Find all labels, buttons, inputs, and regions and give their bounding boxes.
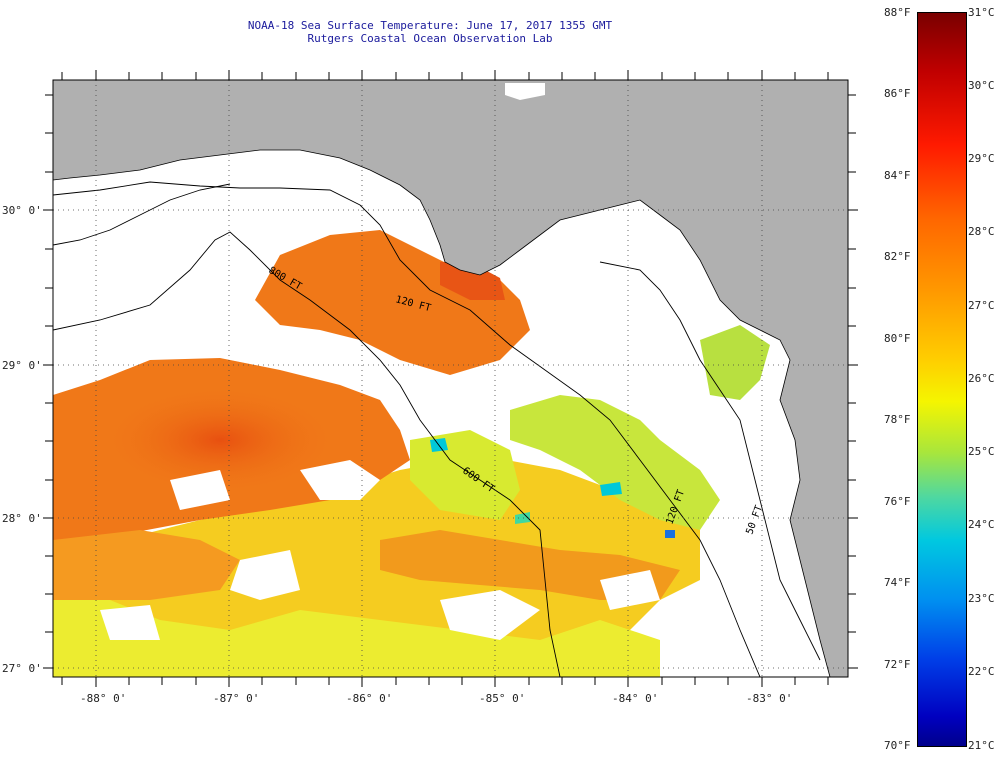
- colorbar-c-22: 22°C: [968, 665, 995, 678]
- cloud-patch-1: [300, 460, 380, 500]
- sst-cool-fleck-2: [600, 482, 622, 496]
- sst-green-region-3: [410, 430, 520, 520]
- sst-cool-fleck-4: [515, 512, 530, 524]
- sst-orange-region-north: [255, 230, 530, 375]
- colorbar-c-24: 24°C: [968, 518, 995, 531]
- sst-green-region-2: [700, 325, 770, 400]
- title-line-2: Rutgers Coastal Ocean Observation Lab: [307, 32, 553, 45]
- colorbar-c-21: 21°C: [968, 739, 995, 752]
- depth-contours: [53, 181, 821, 677]
- lat-label-30: 30° 0': [2, 204, 42, 217]
- lat-label-29: 29° 0': [2, 359, 42, 372]
- map-frame: [52, 79, 849, 678]
- cloud-patch-6: [170, 470, 230, 510]
- sst-yellow-region: [53, 455, 700, 677]
- sst-redorange-patch: [440, 262, 505, 300]
- lon-label-86: -86° 0': [346, 692, 393, 705]
- contour-600ft-west: [53, 231, 561, 677]
- contour-shelf-north: [53, 181, 761, 677]
- colorbar-c-29: 29°C: [968, 152, 995, 165]
- colorbar-f-80: 80°F: [884, 332, 911, 345]
- title-line-1: NOAA-18 Sea Surface Temperature: June 17…: [247, 19, 613, 32]
- land-gulf-coast: [53, 80, 848, 677]
- colorbar-c-25: 25°C: [968, 445, 995, 458]
- lon-label-85: -85° 0': [479, 692, 526, 705]
- colorbar-f-70: 70°F: [884, 739, 911, 752]
- axis-ticks: [43, 70, 858, 687]
- lat-label-27: 27° 0': [2, 662, 42, 675]
- lon-label-87: -87° 0': [213, 692, 260, 705]
- temperature-colorbar: [917, 12, 967, 747]
- colorbar-f-82: 82°F: [884, 250, 911, 263]
- sst-hotspot: [100, 385, 340, 495]
- contour-50ft: [599, 261, 821, 661]
- sst-cool-fleck-3: [665, 530, 675, 538]
- sst-lightyellow-region: [53, 600, 660, 677]
- colorbar-c-23: 23°C: [968, 592, 995, 605]
- colorbar-f-88: 88°F: [884, 6, 911, 19]
- cloud-patch-3: [100, 605, 160, 640]
- sst-orange-west-lower: [53, 530, 240, 600]
- colorbar-c-30: 30°C: [968, 79, 995, 92]
- cloud-patch-5: [600, 570, 660, 610]
- colorbar-c-26: 26°C: [968, 372, 995, 385]
- colorbar-f-74: 74°F: [884, 576, 911, 589]
- colorbar-f-84: 84°F: [884, 169, 911, 182]
- colorbar-f-86: 86°F: [884, 87, 911, 100]
- cloud-patch-4: [440, 590, 540, 640]
- colorbar-c-28: 28°C: [968, 225, 995, 238]
- colorbar-c-31: 31°C: [968, 6, 995, 19]
- land-notch: [505, 83, 545, 100]
- lon-label-83: -83° 0': [746, 692, 793, 705]
- colorbar-f-72: 72°F: [884, 658, 911, 671]
- contour-deep-west: [53, 183, 231, 246]
- lon-label-84: -84° 0': [612, 692, 659, 705]
- colorbar-f-78: 78°F: [884, 413, 911, 426]
- colorbar-f-76: 76°F: [884, 495, 911, 508]
- lat-label-28: 28° 0': [2, 512, 42, 525]
- cloud-patch-2: [230, 550, 300, 600]
- colorbar-c-27: 27°C: [968, 299, 995, 312]
- lon-label-88: -88° 0': [80, 692, 127, 705]
